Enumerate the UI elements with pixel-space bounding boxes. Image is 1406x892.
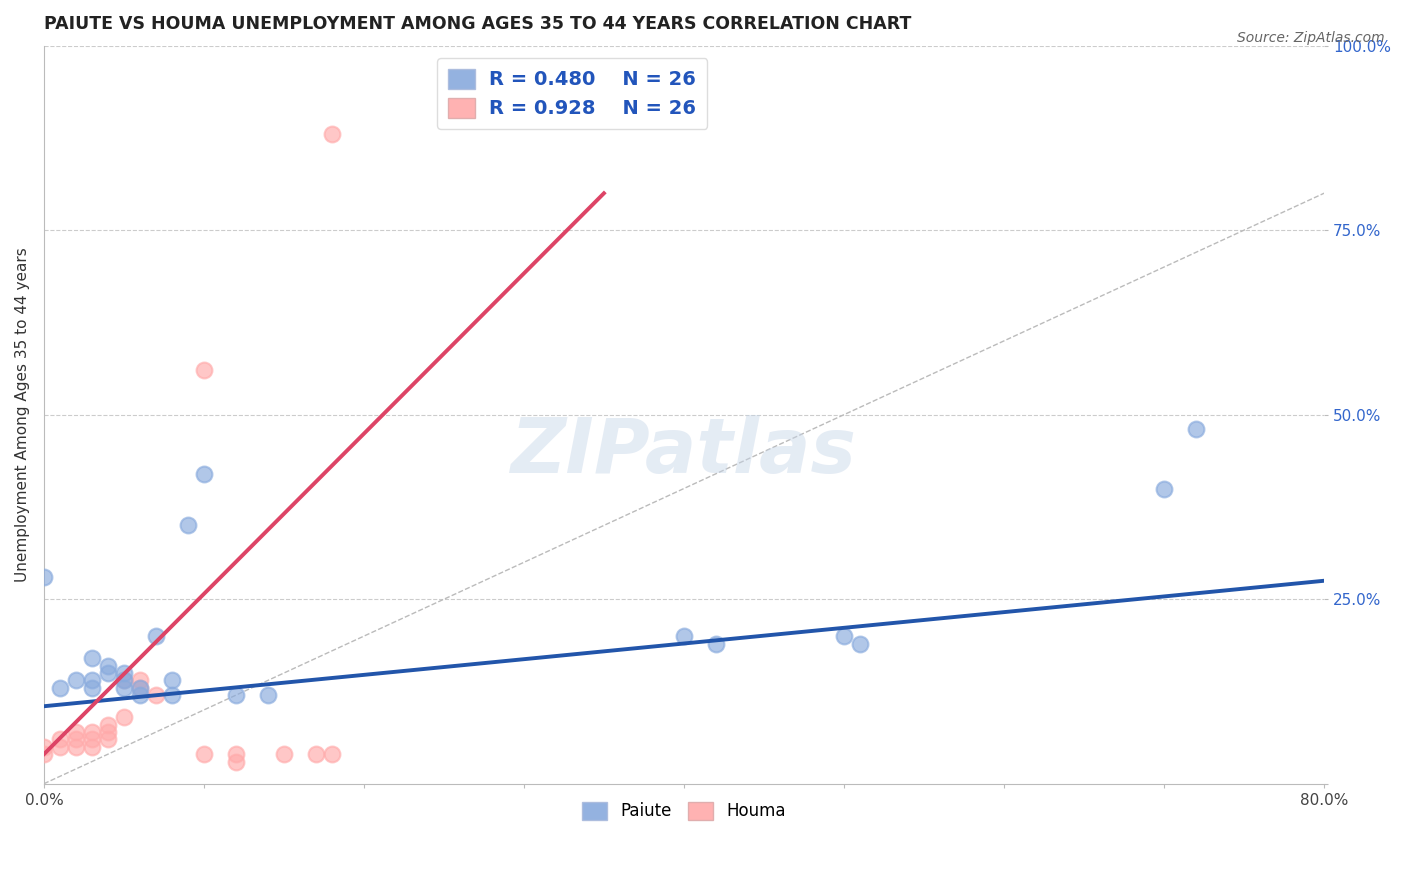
- Point: [112, 666, 135, 681]
- Point: [321, 747, 343, 762]
- Point: [305, 747, 328, 762]
- Point: [32, 570, 55, 584]
- Point: [112, 681, 135, 695]
- Point: [193, 467, 215, 481]
- Text: ZIPatlas: ZIPatlas: [510, 415, 856, 489]
- Point: [49, 739, 72, 754]
- Point: [97, 725, 120, 739]
- Point: [80, 739, 103, 754]
- Point: [225, 755, 247, 769]
- Point: [193, 363, 215, 377]
- Point: [1153, 482, 1175, 496]
- Point: [49, 732, 72, 747]
- Point: [225, 747, 247, 762]
- Legend: Paiute, Houma: Paiute, Houma: [575, 795, 793, 827]
- Point: [80, 681, 103, 695]
- Point: [321, 127, 343, 141]
- Point: [160, 673, 183, 688]
- Point: [97, 717, 120, 731]
- Text: Source: ZipAtlas.com: Source: ZipAtlas.com: [1237, 31, 1385, 45]
- Point: [145, 629, 167, 643]
- Point: [97, 666, 120, 681]
- Point: [672, 629, 695, 643]
- Point: [128, 681, 150, 695]
- Point: [65, 673, 87, 688]
- Point: [128, 681, 150, 695]
- Text: PAIUTE VS HOUMA UNEMPLOYMENT AMONG AGES 35 TO 44 YEARS CORRELATION CHART: PAIUTE VS HOUMA UNEMPLOYMENT AMONG AGES …: [44, 15, 911, 33]
- Point: [1185, 422, 1208, 436]
- Point: [193, 747, 215, 762]
- Point: [80, 725, 103, 739]
- Point: [49, 681, 72, 695]
- Point: [257, 688, 280, 702]
- Point: [112, 673, 135, 688]
- Point: [80, 651, 103, 665]
- Point: [128, 673, 150, 688]
- Point: [65, 739, 87, 754]
- Point: [160, 688, 183, 702]
- Point: [97, 732, 120, 747]
- Point: [145, 688, 167, 702]
- Point: [32, 747, 55, 762]
- Point: [273, 747, 295, 762]
- Point: [849, 636, 872, 650]
- Point: [128, 688, 150, 702]
- Point: [225, 688, 247, 702]
- Y-axis label: Unemployment Among Ages 35 to 44 years: Unemployment Among Ages 35 to 44 years: [15, 247, 30, 582]
- Point: [65, 725, 87, 739]
- Point: [80, 673, 103, 688]
- Point: [65, 732, 87, 747]
- Point: [832, 629, 855, 643]
- Point: [97, 658, 120, 673]
- Point: [112, 710, 135, 724]
- Point: [704, 636, 727, 650]
- Point: [32, 739, 55, 754]
- Point: [112, 673, 135, 688]
- Point: [177, 518, 200, 533]
- Point: [80, 732, 103, 747]
